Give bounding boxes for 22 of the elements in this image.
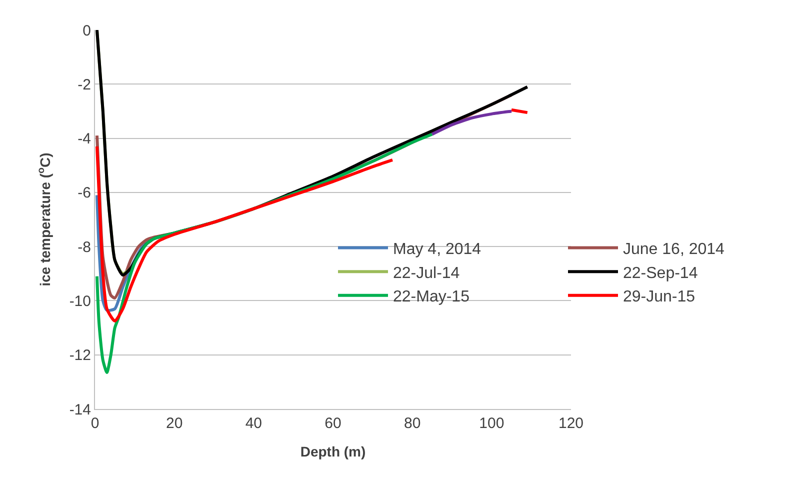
y-tick-label: -2 bbox=[78, 76, 91, 94]
legend-label: 29-Jun-15 bbox=[623, 288, 696, 306]
y-tick-label: -12 bbox=[69, 347, 91, 364]
y-tick-label: 0 bbox=[82, 22, 91, 40]
y-tick-label: -8 bbox=[78, 238, 91, 256]
legend-label: May 4, 2014 bbox=[393, 241, 482, 258]
line-series bbox=[430, 110, 513, 136]
x-tick-label: 60 bbox=[324, 415, 342, 432]
x-tick-label: 120 bbox=[558, 415, 584, 432]
legend-label: 22-May-15 bbox=[393, 288, 470, 306]
y-tick-label: -4 bbox=[78, 130, 91, 148]
x-tick-label: 80 bbox=[404, 415, 421, 432]
y-tick-label: -14 bbox=[69, 401, 91, 418]
legend-label: June 16, 2014 bbox=[623, 241, 725, 258]
y-tick-label: -10 bbox=[69, 292, 91, 310]
x-tick-label: 100 bbox=[479, 415, 504, 432]
x-tick-label: 40 bbox=[245, 415, 262, 432]
y-tick-label: -6 bbox=[78, 184, 91, 202]
legend-label: 22-Jul-14 bbox=[393, 264, 460, 282]
x-tick-label: 20 bbox=[166, 415, 183, 432]
x-axis-title: Depth (m) bbox=[300, 443, 366, 460]
legend-label: 22-Sep-14 bbox=[623, 264, 698, 282]
